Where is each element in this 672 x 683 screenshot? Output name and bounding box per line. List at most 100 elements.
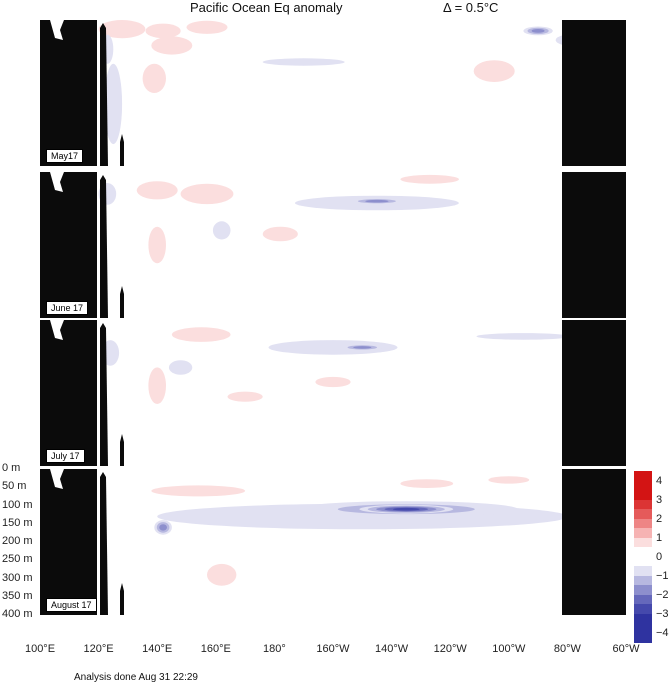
y-tick-label: 250 m	[2, 553, 33, 566]
chart-title: Pacific Ocean Eq anomaly	[190, 0, 343, 15]
land-mask-west	[40, 320, 97, 466]
x-tick-label: 80°W	[553, 643, 581, 655]
anomaly-contour	[392, 507, 420, 511]
colorbar-cell	[634, 528, 652, 538]
anomaly-contour	[151, 485, 246, 497]
anomaly-contour	[315, 376, 351, 388]
land-spike	[120, 286, 124, 318]
x-tick-label: 180°	[263, 643, 286, 655]
y-tick-label: 150 m	[2, 516, 33, 529]
anomaly-blob	[207, 563, 237, 586]
anomaly-contour	[365, 199, 389, 203]
anomaly-blob	[268, 340, 398, 355]
anomaly-blob	[145, 23, 181, 39]
anomaly-contour	[488, 476, 530, 484]
colorbar-tick-label: −2	[656, 588, 669, 601]
anomaly-blob	[227, 391, 263, 402]
y-tick-label: 300 m	[2, 571, 33, 584]
anomaly-contour	[227, 391, 263, 402]
panel-label: May17	[46, 149, 84, 163]
anomaly-blob	[488, 476, 530, 484]
x-tick-label: 160°W	[316, 643, 350, 655]
anomaly-blob	[262, 58, 345, 66]
land-spike	[120, 583, 124, 615]
anomaly-blob	[262, 226, 298, 242]
anomaly-blob	[359, 504, 454, 514]
land-sliver	[100, 23, 108, 166]
panel-plot	[40, 20, 626, 166]
panel-june: June 17	[40, 172, 626, 318]
x-tick-label: 140°E	[142, 643, 173, 655]
colorbar-cell	[634, 632, 652, 643]
y-tick-label: 200 m	[2, 535, 33, 547]
panel-label: July 17	[46, 449, 85, 463]
colorbar-tick-label: 0	[656, 550, 663, 563]
anomaly-contour	[473, 60, 515, 82]
anomaly-blob	[212, 221, 231, 240]
land-mask-west	[40, 172, 97, 318]
colorbar-cell	[634, 509, 652, 519]
x-tick-label: 140°W	[375, 643, 409, 655]
land-notch	[50, 20, 64, 40]
land-mask-west	[40, 20, 97, 166]
anomaly-blob	[168, 360, 193, 375]
panel-plot	[40, 320, 626, 466]
x-tick-label: 160°E	[200, 643, 231, 655]
anomaly-contour	[148, 367, 166, 404]
anomaly-contour	[142, 63, 166, 93]
anomaly-blob	[341, 344, 383, 351]
colorbar-cell	[634, 518, 652, 529]
anomaly-blob	[180, 183, 234, 205]
colorbar-cell	[634, 585, 652, 595]
anomaly-contour	[268, 340, 398, 355]
anomaly-contour	[400, 174, 460, 184]
anomaly-blob	[151, 485, 246, 497]
anomaly-contour	[531, 29, 545, 33]
land-spike	[120, 134, 124, 166]
anomaly-blob	[315, 376, 351, 388]
colorbar-cell	[634, 471, 652, 481]
land-mask-east	[562, 320, 626, 466]
panel-plot	[40, 172, 626, 318]
anomaly-contour	[104, 63, 123, 145]
anomaly-contour	[171, 327, 231, 342]
y-tick-label: 0 m	[2, 462, 21, 474]
anomaly-contour	[262, 58, 345, 66]
anomaly-contour	[207, 563, 237, 586]
anomaly-blob	[523, 26, 553, 36]
anomaly-contour	[212, 221, 231, 240]
anomaly-contour	[148, 226, 166, 264]
colorbar-tick-label: −4	[656, 626, 669, 639]
y-tick-label: 50 m	[2, 480, 27, 493]
colorbar-tick-label: −3	[656, 607, 669, 620]
colorbar-cell	[634, 537, 652, 548]
x-tick-label: 100°E	[24, 643, 56, 655]
colorbar-cell	[634, 566, 652, 576]
anomaly-contour	[262, 226, 298, 242]
anomaly-contour	[180, 183, 234, 205]
colorbar-cell	[634, 490, 652, 500]
anomaly-blob	[476, 333, 571, 340]
anomaly-blob	[151, 36, 193, 55]
anomaly-contour	[168, 360, 193, 375]
panel-july: July 17	[40, 320, 626, 466]
colorbar-cell	[634, 604, 652, 614]
colorbar-cell	[634, 480, 652, 491]
colorbar-cell	[634, 499, 652, 510]
x-tick-label: 100°W	[492, 643, 526, 655]
anomaly-contour	[98, 20, 146, 39]
anomaly-blob	[186, 20, 228, 34]
colorbar-tick-label: −1	[656, 569, 669, 582]
anomaly-blob	[400, 174, 460, 184]
colorbar-tick-label: 1	[656, 531, 663, 544]
land-sliver	[100, 175, 108, 318]
x-tick-label: 120°W	[433, 643, 467, 655]
panel-plot	[40, 469, 626, 615]
anomaly-blob	[98, 20, 146, 39]
anomaly-blob	[148, 367, 166, 404]
colorbar-cell	[634, 594, 652, 605]
anomaly-blob	[473, 60, 515, 82]
y-tick-label: 100 m	[2, 498, 33, 511]
anomaly-contour	[186, 20, 228, 34]
land-sliver	[100, 323, 108, 466]
